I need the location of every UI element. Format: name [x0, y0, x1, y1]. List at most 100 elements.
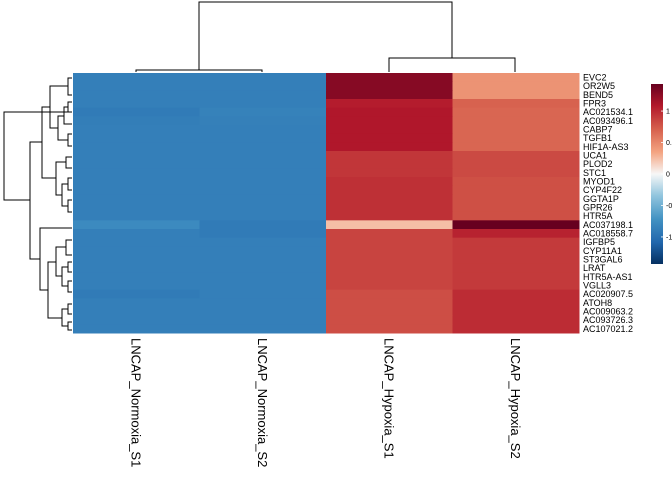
heatmap-cell: [73, 142, 200, 152]
heatmap-cell: [73, 159, 200, 169]
heatmap-cell: [452, 289, 580, 299]
row-label: TGFB1: [583, 133, 612, 143]
heatmap-cell: [326, 99, 453, 109]
heatmap-cell: [326, 315, 453, 325]
heatmap-cell: [199, 229, 327, 239]
heatmap-cell: [326, 90, 453, 100]
heatmap-cell: [199, 99, 327, 109]
heatmap-cell: [73, 229, 200, 239]
heatmap-cell: [326, 307, 453, 317]
heatmap-cell: [73, 90, 200, 100]
heatmap-cell: [199, 315, 327, 325]
heatmap-cell: [326, 298, 453, 308]
row-dendro-link-9: [67, 199, 72, 213]
row-dendro-link-17: [55, 246, 66, 277]
column-label: LNCAP_Normoxia_S2: [255, 338, 270, 467]
heatmap-cell: [73, 272, 200, 282]
heatmap-cell: [452, 90, 580, 100]
row-label: CYP4F22: [583, 185, 622, 195]
legend-tick-label: 1: [666, 109, 670, 116]
heatmap-cell: [326, 289, 453, 299]
heatmap-cell: [73, 246, 200, 256]
row-label: ATOH8: [583, 298, 612, 308]
heatmap-cell: [452, 307, 580, 317]
heatmap-cell: [73, 81, 200, 91]
column-label: LNCAP_Hypoxia_S2: [508, 338, 523, 459]
heatmap-cell: [199, 73, 327, 83]
row-dendro-link-8: [67, 177, 72, 191]
heatmap-cell: [326, 168, 453, 178]
heatmap-cell: [73, 298, 200, 308]
heatmap-cell: [199, 324, 327, 334]
row-label: HIF1A-AS3: [583, 142, 629, 152]
heatmap-cell: [452, 99, 580, 109]
heatmap-cell: [452, 73, 580, 83]
heatmap-cell: [452, 220, 580, 230]
heatmap-cell: [452, 151, 580, 161]
heatmap-cell: [452, 211, 580, 221]
heatmap-cell: [73, 211, 200, 221]
color-legend: 1 0.5 0 -0.5 -1: [651, 84, 672, 264]
legend-color-bar: [651, 84, 663, 264]
heatmap-cell: [199, 116, 327, 126]
row-dendro-link-24: [3, 111, 72, 201]
heatmap-cell: [326, 237, 453, 247]
heatmap-cell: [452, 281, 580, 291]
heatmap-cell: [452, 159, 580, 169]
column-label: LNCAP_Normoxia_S1: [128, 338, 143, 467]
heatmap-cell: [73, 73, 200, 83]
heatmap-cell: [73, 281, 200, 291]
heatmap-cell: [199, 246, 327, 256]
heatmap-cell: [326, 272, 453, 282]
heatmap-cell: [452, 194, 580, 204]
row-label: MYOD1: [583, 177, 615, 187]
row-label: AC037198.1: [583, 220, 633, 230]
heatmap-cell: [199, 281, 327, 291]
heatmap-cell: [73, 289, 200, 299]
heatmap-cell: [73, 177, 200, 187]
heatmap-cell: [199, 298, 327, 308]
heatmap-cell: [73, 255, 200, 265]
heatmap-cell: [452, 81, 580, 91]
heatmap-cell: [452, 133, 580, 143]
heatmap-cell: [326, 73, 453, 83]
column-dendrogram: [135, 1, 516, 72]
heatmap-cell: [452, 142, 580, 152]
heatmap-cell: [326, 229, 453, 239]
row-label: AC009063.2: [583, 307, 633, 317]
heatmap-cell: [73, 107, 200, 117]
heatmap-cell: [199, 307, 327, 317]
heatmap-cell: [452, 203, 580, 213]
legend-ticks: 1 0.5 0 -0.5 -1: [661, 109, 672, 241]
row-label: VGLL3: [583, 281, 611, 291]
row-dendro-link-7: [65, 156, 72, 169]
heatmap-cell: [73, 133, 200, 143]
heatmap-cell: [73, 220, 200, 230]
heatmap-cell: [326, 194, 453, 204]
heatmap-cell: [199, 220, 327, 230]
row-label: AC093496.1: [583, 116, 633, 126]
row-label: STC1: [583, 168, 606, 178]
col-dendro-hypoxia-link: [388, 57, 516, 72]
heatmap-cell: [73, 194, 200, 204]
column-labels: LNCAP_Normoxia_S1 LNCAP_Normoxia_S2 LNCAP_…: [128, 338, 523, 467]
heatmap-cell: [199, 133, 327, 143]
heatmap-cell: [452, 255, 580, 265]
heatmap-cell: [326, 246, 453, 256]
heatmap-cell: [73, 151, 200, 161]
row-label: EVC2: [583, 73, 607, 83]
heatmap-cell: [73, 203, 200, 213]
row-label: FPR3: [583, 99, 606, 109]
heatmap-cell: [452, 168, 580, 178]
heatmap-cell: [326, 81, 453, 91]
heatmap-cell: [199, 159, 327, 169]
heatmap-cell: [73, 307, 200, 317]
heatmap-cell: [199, 168, 327, 178]
heatmap-cell: [326, 133, 453, 143]
heatmap-cell: [452, 324, 580, 334]
heatmap-cell: [73, 168, 200, 178]
row-dendro-link-1: [67, 77, 72, 96]
heatmap-cell: [199, 151, 327, 161]
heatmap-cell: [199, 177, 327, 187]
row-dendro-link-5: [57, 115, 68, 141]
